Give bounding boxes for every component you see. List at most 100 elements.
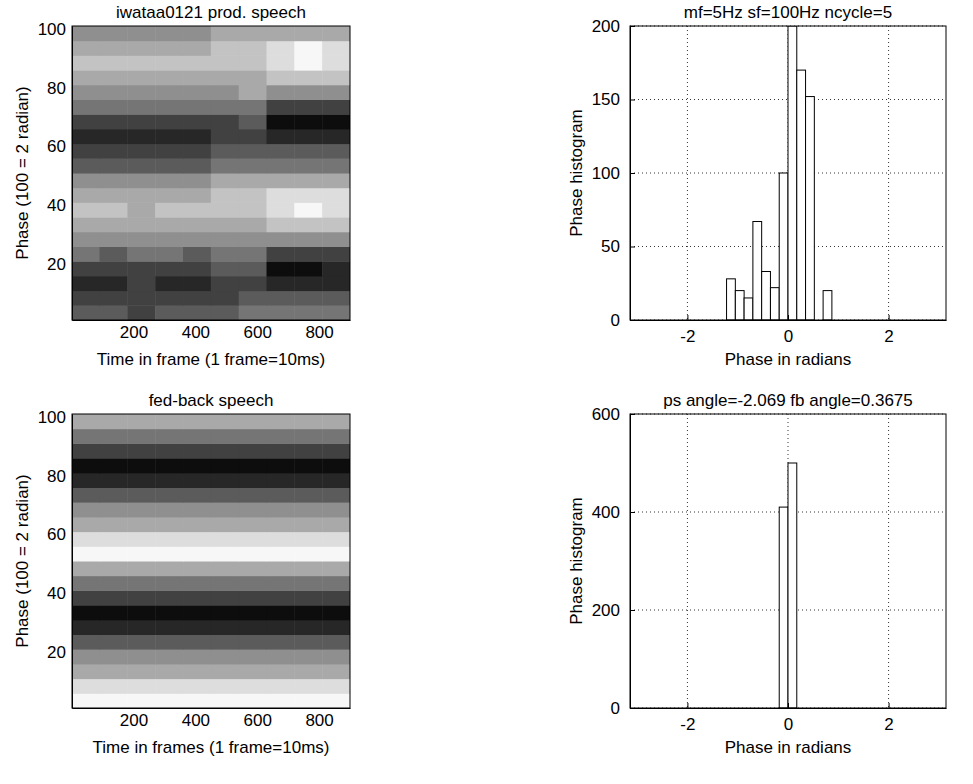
heatmap-cell	[155, 158, 183, 173]
heatmap-cell	[100, 202, 128, 217]
heatmap-cell	[239, 649, 267, 664]
chart-title: mf=5Hz sf=100Hz ncycle=5	[684, 3, 892, 22]
heatmap-cell	[267, 55, 295, 70]
heatmap-cell	[267, 144, 295, 159]
heatmap-cell	[100, 620, 128, 635]
heatmap-cell	[100, 70, 128, 85]
heatmap-cell	[155, 502, 183, 517]
heatmap-cell	[183, 429, 211, 444]
tick-mark	[630, 512, 635, 513]
heatmap-cell	[239, 590, 267, 605]
heatmap-cell	[294, 41, 322, 56]
heatmap-cell	[267, 202, 295, 217]
tick-label: 50	[601, 237, 620, 256]
heatmap-cell	[294, 429, 322, 444]
heatmap-cell	[267, 414, 295, 429]
heatmap-cell	[294, 590, 322, 605]
grid-line-x	[687, 26, 688, 320]
grid	[630, 26, 946, 320]
heatmap-cell	[267, 635, 295, 650]
heatmap-cell	[211, 590, 239, 605]
heatmap-cell	[155, 202, 183, 217]
tick-label: 100	[38, 408, 66, 427]
heatmap-cell	[211, 291, 239, 306]
tick: 0	[611, 699, 635, 718]
heatmap-cell	[211, 276, 239, 291]
heatmap-cell	[183, 217, 211, 232]
heatmap-cell	[72, 158, 100, 173]
tick-mark	[687, 315, 688, 320]
heatmap-cell	[100, 502, 128, 517]
heatmap-cell	[322, 414, 350, 429]
heatmap-cell	[211, 429, 239, 444]
heatmap-cell	[127, 55, 155, 70]
heatmap-cell	[211, 70, 239, 85]
heatmap-cell	[239, 679, 267, 694]
heatmap-cell	[211, 247, 239, 262]
heatmap-cell	[72, 305, 100, 320]
tick-label: 600	[592, 405, 620, 424]
heatmap-cell	[267, 517, 295, 532]
heatmap-cell	[211, 414, 239, 429]
tick-label: 80	[47, 79, 66, 98]
heatmap-cell	[239, 502, 267, 517]
heatmap-cell	[155, 100, 183, 115]
heatmap-cell	[183, 620, 211, 635]
heatmap-cell	[267, 473, 295, 488]
heatmap-cell	[183, 488, 211, 503]
tick-label: 400	[182, 323, 210, 342]
heatmap-cell	[127, 693, 155, 708]
tick: 200	[120, 320, 148, 342]
heatmap-cell	[72, 129, 100, 144]
heatmap-cell	[183, 693, 211, 708]
heatmap-cell	[100, 144, 128, 159]
heatmap-cell	[155, 276, 183, 291]
heatmap-cell	[322, 576, 350, 591]
tick-label: 200	[120, 323, 148, 342]
heatmap-cell	[239, 429, 267, 444]
frame	[630, 26, 946, 320]
heatmap-cell	[183, 100, 211, 115]
heatmap-cell	[155, 517, 183, 532]
heatmap-cell	[72, 620, 100, 635]
heatmap-cell	[155, 605, 183, 620]
histogram-bar	[779, 173, 788, 320]
heatmap-cell	[211, 173, 239, 188]
heatmap-cell	[267, 41, 295, 56]
tick: 150	[592, 90, 635, 109]
heatmap-cell	[239, 605, 267, 620]
heatmap-cell	[322, 70, 350, 85]
heatmap-cell	[294, 55, 322, 70]
tick: 40	[47, 584, 72, 603]
histogram-bar	[806, 97, 815, 320]
heatmap-cell	[322, 429, 350, 444]
heatmap-cell	[100, 291, 128, 306]
heatmap-cell	[211, 305, 239, 320]
heatmap-cell	[211, 114, 239, 129]
tick-label: 400	[182, 711, 210, 730]
heatmap-cell	[294, 664, 322, 679]
tick-label: 0	[611, 699, 620, 718]
tick: 100	[38, 20, 72, 39]
heatmap-cell	[294, 458, 322, 473]
heatmap-cell	[100, 664, 128, 679]
tick: 800	[305, 320, 333, 342]
heatmap-cell	[239, 291, 267, 306]
x-axis-title: Time in frames (1 frame=10ms)	[93, 738, 330, 757]
heatmap-cell	[100, 546, 128, 561]
heatmap-cell	[100, 100, 128, 115]
heatmap-cell	[72, 114, 100, 129]
heatmap-cell	[294, 473, 322, 488]
heatmap-cell	[267, 158, 295, 173]
heatmap-cell	[72, 693, 100, 708]
heatmap-cell	[322, 473, 350, 488]
heatmap-cell	[211, 532, 239, 547]
heatmap-cell	[322, 100, 350, 115]
heatmap-cell	[183, 276, 211, 291]
heatmap-cell	[72, 414, 100, 429]
heatmap-cell	[100, 414, 128, 429]
heatmap-cell	[239, 561, 267, 576]
axis-line	[630, 415, 631, 709]
heatmap-cell	[322, 443, 350, 458]
heatmap-cell	[294, 620, 322, 635]
